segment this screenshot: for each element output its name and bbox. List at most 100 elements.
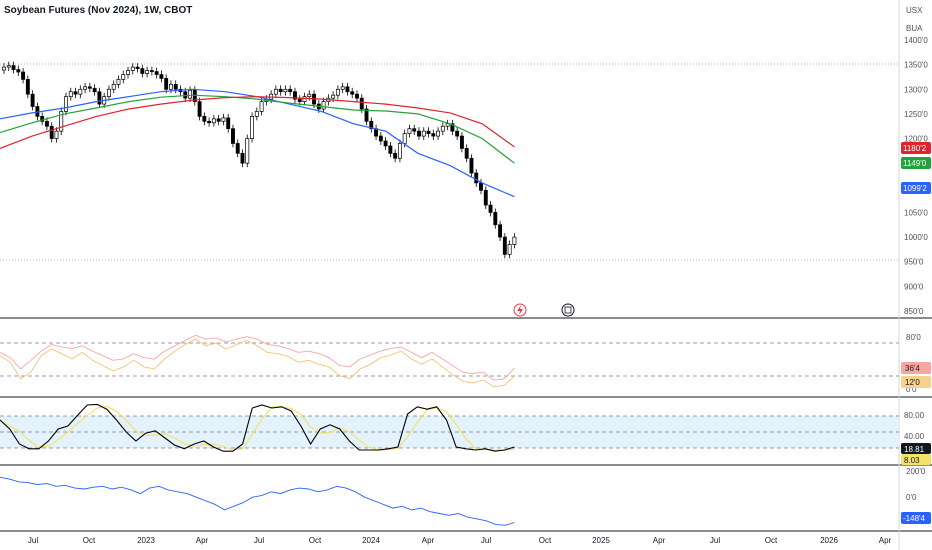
rsi-tag-label: 36'4	[905, 364, 920, 373]
candle	[359, 97, 364, 110]
time-tick-label: Oct	[765, 536, 778, 545]
price-tick-label: 950'0	[904, 258, 924, 267]
candle	[59, 111, 64, 132]
price-tick-label: 1400'0	[904, 36, 928, 45]
price-tick-label: 1200'0	[904, 135, 928, 144]
candle	[11, 65, 16, 70]
time-tick-label: 2026	[820, 536, 838, 545]
osc-tag[interactable]	[901, 512, 931, 524]
candle	[40, 116, 45, 122]
candle	[388, 145, 393, 154]
candle	[297, 98, 302, 102]
candle	[455, 130, 460, 137]
flash-icon[interactable]	[513, 303, 527, 317]
price-tick-label: 1000'0	[904, 233, 928, 242]
candle	[335, 88, 340, 96]
candle	[469, 157, 474, 174]
stoch-tick-label: 80.00	[904, 411, 925, 420]
stoch-tag[interactable]	[901, 454, 931, 465]
price-tag[interactable]	[901, 157, 931, 169]
candle	[440, 125, 445, 132]
candle	[459, 135, 464, 149]
candle	[445, 123, 450, 127]
candle	[83, 86, 88, 90]
indicator-lines[interactable]	[0, 334, 515, 526]
time-tick-label: Apr	[879, 536, 892, 545]
price-tag[interactable]	[901, 142, 931, 154]
stoch-k-line	[0, 403, 515, 452]
candle	[145, 70, 150, 74]
rsi-tick-label: 0'0	[906, 385, 917, 394]
osc-tag-label: -148'4	[903, 514, 926, 523]
candle	[164, 78, 169, 90]
time-tick-label: Jul	[481, 536, 491, 545]
candle	[273, 88, 278, 95]
candle	[207, 120, 212, 124]
rsi-tick-label: 80'0	[906, 333, 921, 342]
stoch-tag-label: 18.81	[904, 445, 925, 454]
candle	[250, 116, 254, 139]
candle	[464, 148, 469, 159]
currency-label[interactable]: USX	[906, 6, 923, 15]
price-tick-label: 1050'0	[904, 208, 928, 217]
candle	[431, 133, 436, 137]
stoch-tag[interactable]	[901, 443, 931, 454]
candle	[121, 74, 126, 80]
rsi-tag[interactable]	[901, 376, 931, 388]
candle	[412, 128, 417, 132]
price-axis[interactable]: 1400'01350'01300'01250'01200'01150'01100…	[901, 36, 931, 524]
candle	[331, 94, 336, 99]
price-tick-label: 1350'0	[904, 61, 928, 70]
candle	[378, 135, 383, 142]
candle	[73, 91, 78, 95]
time-tick-label: 2025	[592, 536, 610, 545]
candle	[173, 83, 178, 90]
price-tick-label: 1300'0	[904, 85, 928, 94]
candle	[307, 93, 312, 98]
candle	[254, 111, 259, 117]
candle	[483, 189, 488, 206]
candle	[54, 130, 59, 139]
candle	[235, 143, 240, 154]
time-tick-label: 2024	[362, 536, 380, 545]
candle	[393, 152, 398, 159]
osc-tick-label: 200'0	[906, 467, 926, 476]
chart-title: Soybean Futures (Nov 2024), 1W, CBOT	[4, 5, 193, 16]
candle	[498, 224, 503, 238]
candle	[30, 93, 35, 107]
time-tick-label: Oct	[309, 536, 322, 545]
candle	[245, 138, 250, 164]
candle	[283, 88, 288, 93]
candle	[231, 128, 235, 144]
stoch-d-line	[0, 405, 515, 451]
candle	[369, 120, 374, 130]
rsi-tag[interactable]	[901, 362, 931, 374]
candle	[278, 88, 283, 93]
price-tag[interactable]	[901, 182, 931, 194]
candle	[111, 83, 116, 90]
candle	[2, 66, 6, 71]
rsi-signal-line	[0, 338, 515, 388]
moving-averages[interactable]	[0, 88, 515, 198]
candle	[44, 120, 49, 127]
candle	[92, 87, 97, 93]
time-axis[interactable]: Jul Oct 2023 Apr Jul Oct 2024 Apr Jul Oct 2025 Apr J…	[28, 536, 892, 545]
rsi-line	[0, 334, 515, 381]
time-tick-label: Jul	[254, 536, 264, 545]
candle	[417, 130, 421, 137]
candle	[288, 88, 293, 93]
candle	[202, 116, 207, 122]
candlestick-series[interactable]	[2, 61, 517, 259]
dividend-icon[interactable]	[561, 303, 575, 317]
candle	[159, 74, 164, 79]
time-tick-label: 2023	[137, 536, 155, 545]
price-tick-label: 850'0	[904, 307, 924, 316]
candle	[512, 236, 517, 245]
candle	[169, 83, 173, 90]
candle	[197, 101, 202, 117]
moving-average-line	[0, 96, 515, 149]
unit-label[interactable]: BUA	[906, 24, 923, 33]
candle	[149, 70, 154, 72]
candle	[21, 71, 26, 80]
